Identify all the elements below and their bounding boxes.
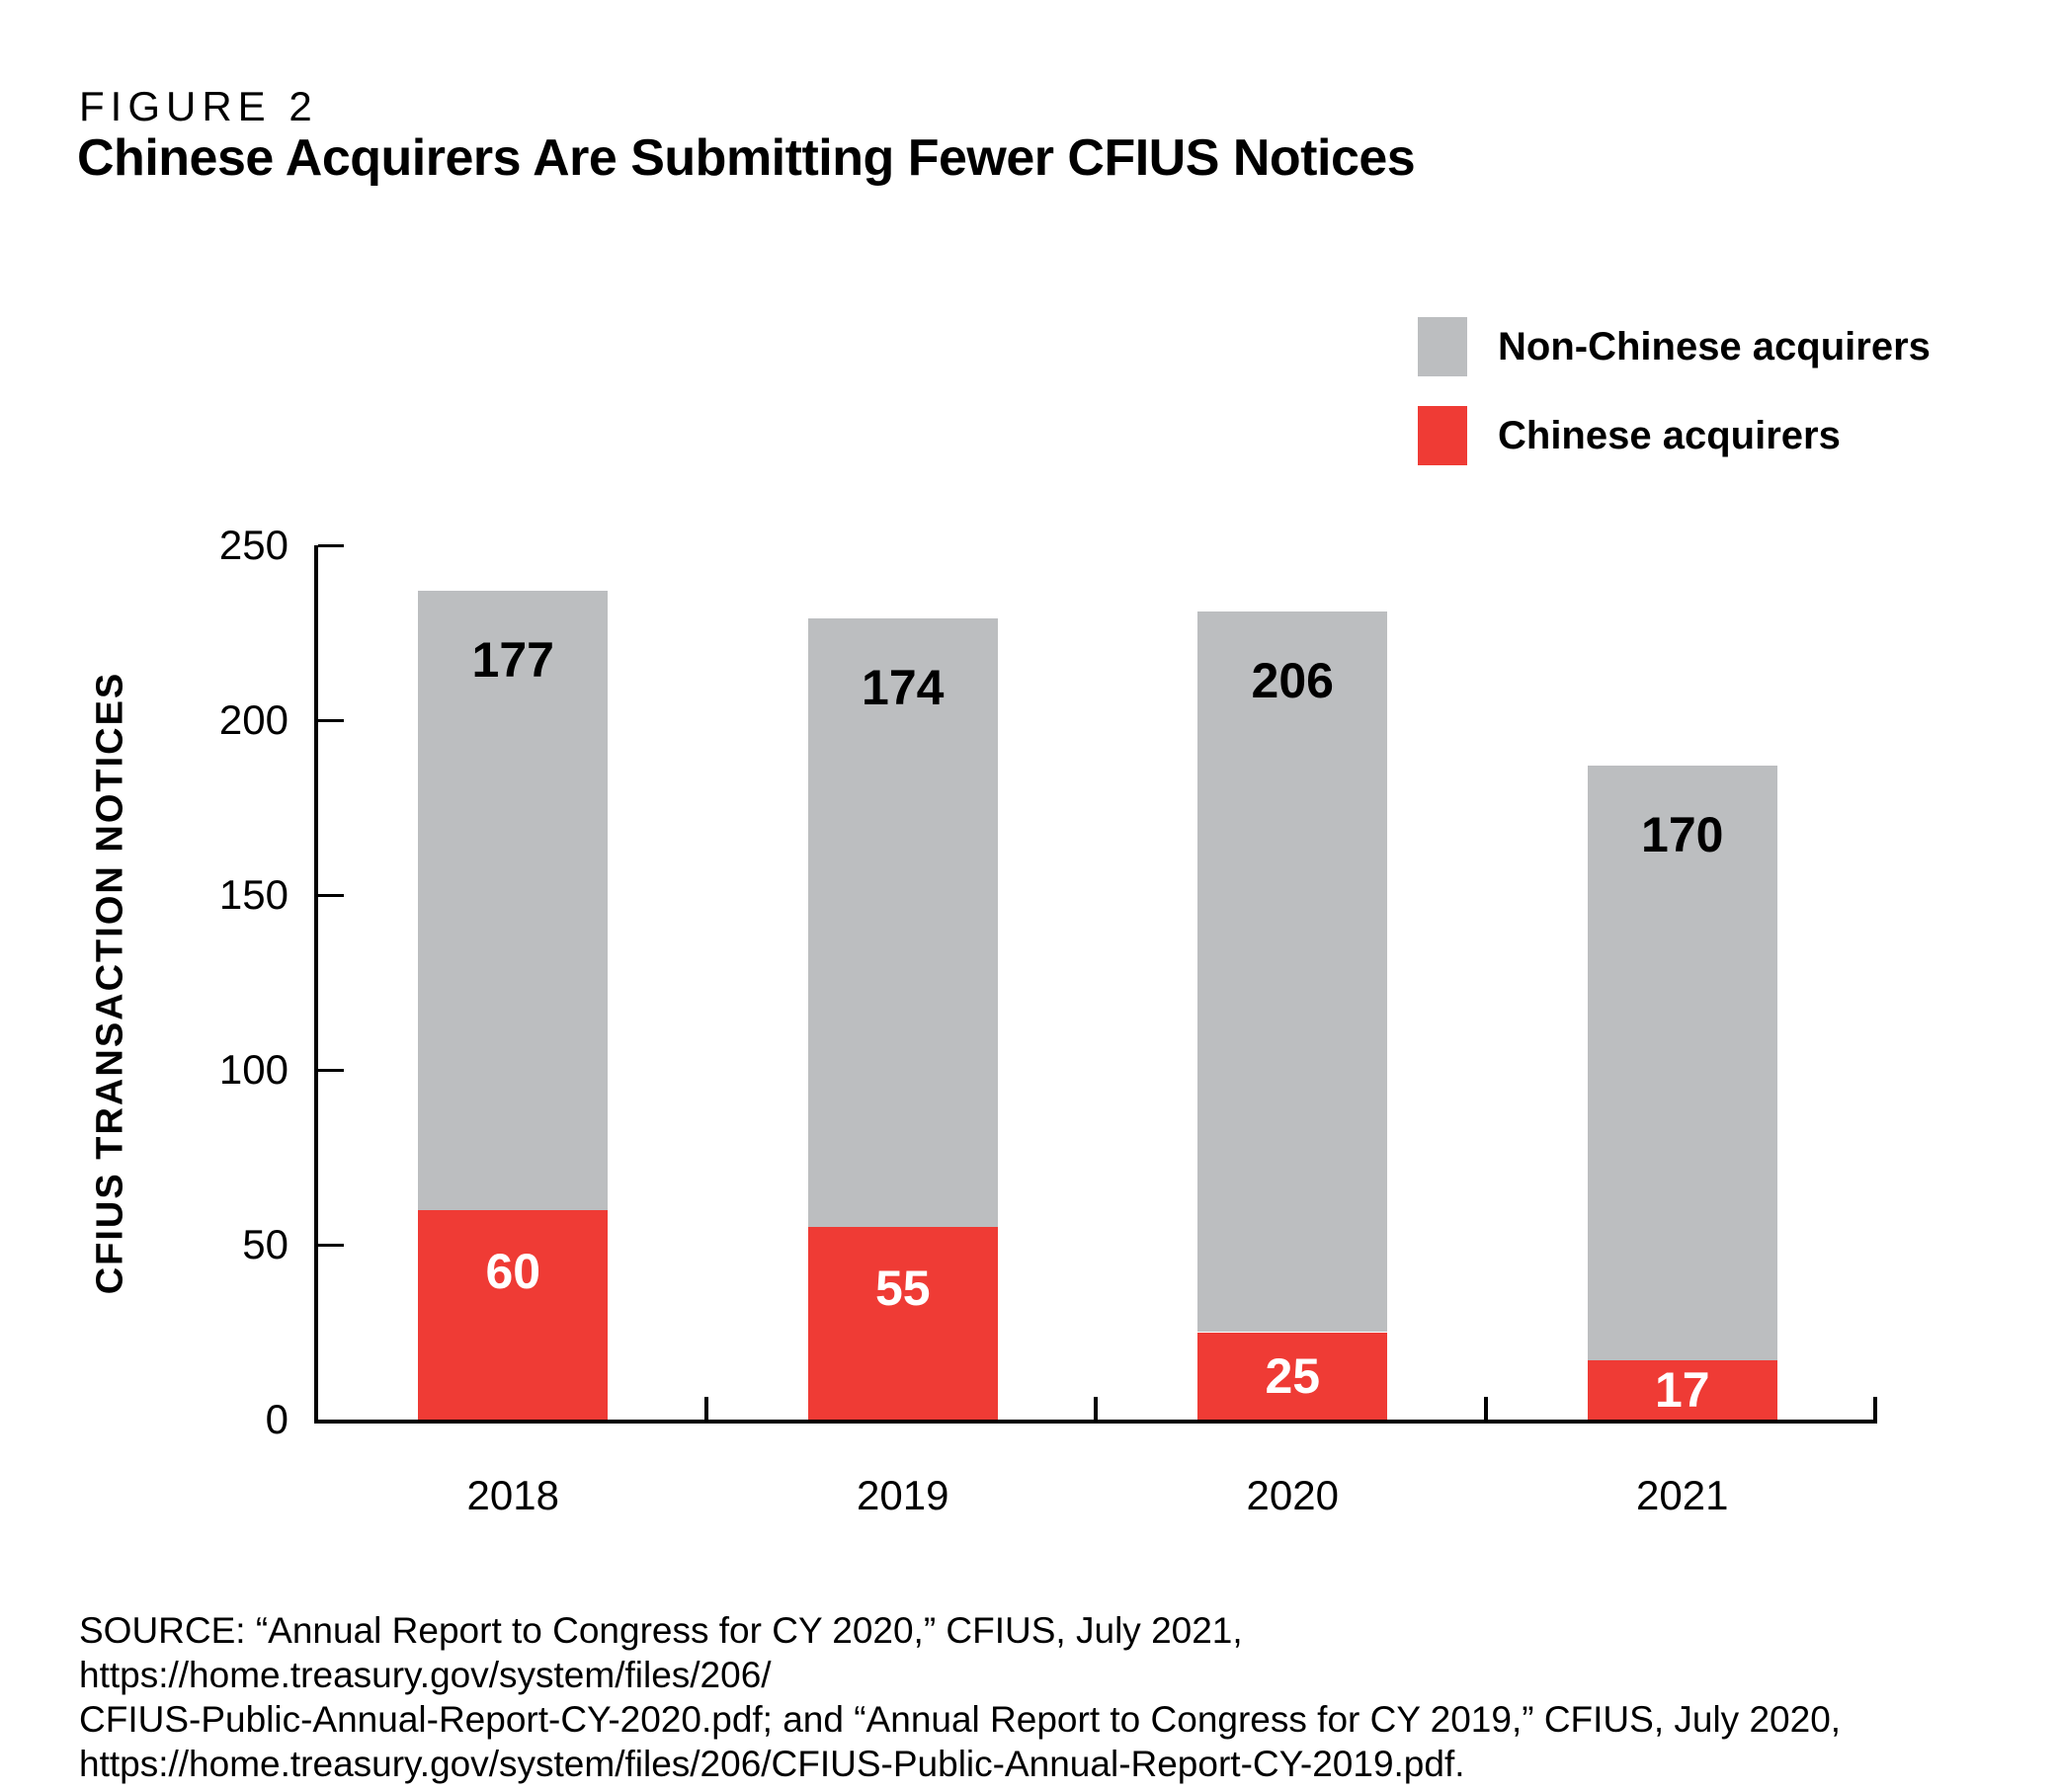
y-tick-label: 250: [218, 522, 288, 568]
x-tick: [703, 1397, 708, 1420]
x-category-label: 2021: [1636, 1472, 1729, 1518]
x-category-label: 2020: [1246, 1472, 1339, 1518]
legend-swatch-non-chinese-icon: [1418, 317, 1467, 376]
x-axis-line: [314, 1420, 1877, 1424]
y-tick: [318, 1243, 344, 1247]
x-category-label: 2019: [857, 1472, 949, 1518]
bar-value-label: 60: [485, 1243, 541, 1299]
bar-value-label: 174: [862, 660, 945, 716]
bar-segment-chinese-acquirers-2018: [418, 1209, 609, 1420]
chart-title: Chinese Acquirers Are Submitting Fewer C…: [77, 129, 1416, 187]
y-tick: [318, 543, 344, 547]
figure-label: FIGURE 2: [79, 83, 318, 129]
bar-value-label: 55: [874, 1261, 931, 1317]
y-tick-label: 50: [242, 1221, 288, 1267]
x-category-label: 2018: [466, 1472, 559, 1518]
bar-value-label: 170: [1641, 807, 1724, 863]
y-tick-label: 200: [218, 696, 288, 743]
legend: Non-Chinese acquirers Chinese acquirers: [1418, 317, 1931, 465]
bar-segment-non-chinese-acquirers-2019: [807, 618, 998, 1228]
x-tick: [1483, 1397, 1488, 1420]
legend-label-non-chinese: Non-Chinese acquirers: [1498, 324, 1931, 368]
bar-value-label: 17: [1654, 1361, 1710, 1418]
y-tick: [318, 1068, 344, 1072]
y-tick-label: 0: [265, 1396, 288, 1442]
x-tick: [1094, 1397, 1098, 1420]
legend-item-non-chinese: Non-Chinese acquirers: [1418, 317, 1931, 376]
legend-item-chinese: Chinese acquirers: [1418, 406, 1931, 465]
bar-value-label: 25: [1265, 1347, 1321, 1404]
y-axis-line: [314, 545, 318, 1424]
legend-label-chinese: Chinese acquirers: [1498, 413, 1841, 457]
bar-segment-non-chinese-acquirers-2021: [1587, 766, 1777, 1360]
y-tick: [318, 893, 344, 897]
source-note: SOURCE: “Annual Report to Congress for C…: [79, 1610, 1842, 1785]
bar-segment-non-chinese-acquirers-2018: [418, 591, 609, 1210]
y-tick-label: 100: [218, 1046, 288, 1093]
bar-segment-chinese-acquirers-2019: [807, 1227, 998, 1420]
bar-segment-chinese-acquirers-2021: [1587, 1359, 1777, 1420]
x-tick: [1873, 1397, 1877, 1420]
legend-swatch-chinese-icon: [1418, 406, 1467, 465]
bar-segment-chinese-acquirers-2020: [1197, 1332, 1388, 1420]
y-tick-label: 150: [218, 871, 288, 918]
bar-value-label: 206: [1251, 653, 1334, 709]
bar-value-label: 177: [471, 632, 554, 689]
y-tick: [318, 718, 344, 722]
bar-segment-non-chinese-acquirers-2020: [1197, 611, 1388, 1333]
